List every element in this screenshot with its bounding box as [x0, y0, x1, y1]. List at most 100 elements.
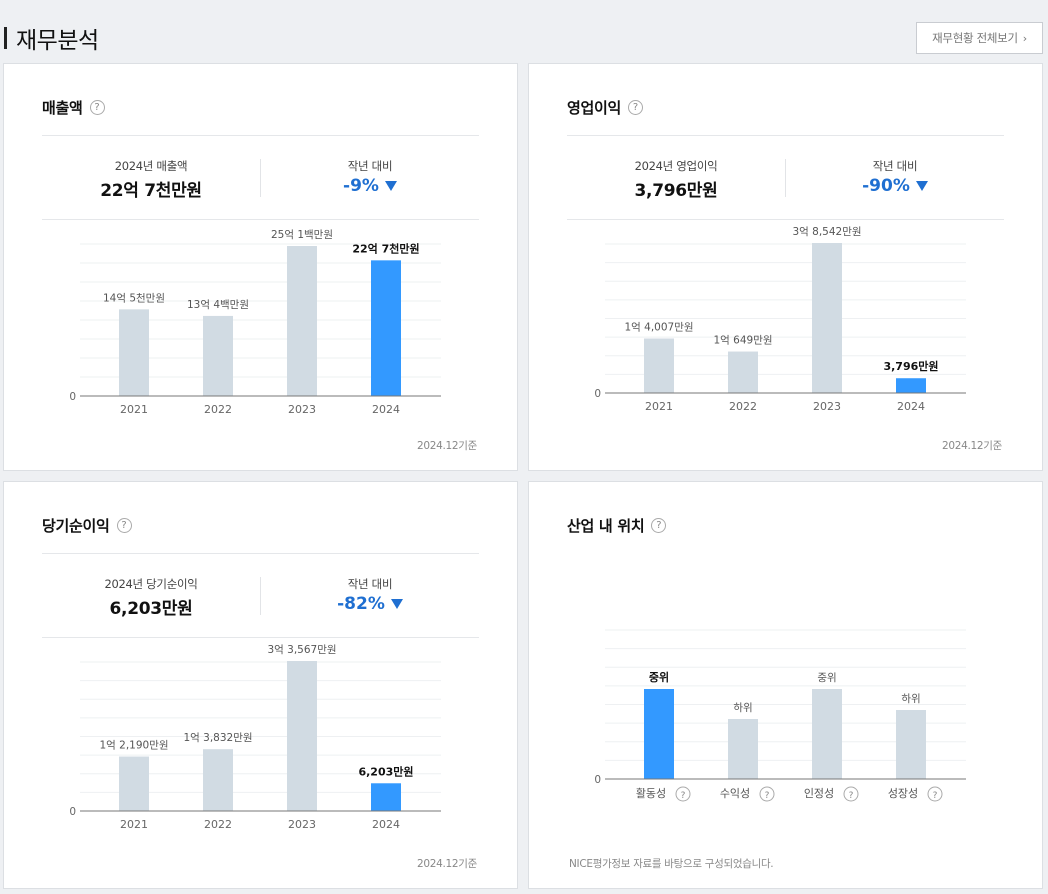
data-label: 하위 [733, 701, 752, 714]
bar-2022[interactable] [203, 315, 233, 396]
category-label-성장성: 성장성? [888, 786, 943, 802]
help-icon[interactable]: ? [628, 100, 644, 115]
basis-date: 2024.12기준 [941, 440, 1002, 452]
y-axis-zero-label: 0 [594, 388, 601, 400]
operating-profit-bar-chart: 1억 4,007만원 2021 1억 649만원 2022 3억 8,542만원 2023… [594, 226, 966, 413]
net-income-summary: 2024년 당기순이익 6,203만원 작년 대비 -82% [42, 574, 479, 619]
help-icon[interactable] [675, 786, 691, 802]
category-label: 2024 [372, 818, 400, 831]
bar-인정성[interactable] [812, 689, 842, 779]
bar-2021[interactable] [644, 338, 674, 393]
down-triangle-icon [915, 181, 928, 191]
revenue-card-title: 매출액 ? [42, 97, 105, 118]
current-year-value: 22억 7천만원 [100, 181, 202, 201]
bar-2024[interactable] [371, 783, 401, 811]
data-label: 하위 [901, 692, 920, 705]
data-label: 3,796만원 [883, 359, 938, 373]
category-label: 2021 [120, 403, 148, 416]
chevron-right-icon: › [1022, 31, 1027, 45]
data-label: 중위 [817, 671, 836, 684]
current-year-value: 6,203만원 [109, 599, 193, 619]
operating-profit-card-title: 영업이익 ? [567, 97, 644, 118]
industry-position-card-title: 산업 내 위치 ? [567, 515, 667, 536]
revenue-card: 매출액 ? 2024년 매출액 22억 7천만원 작년 대비 -9% 14억 5… [3, 63, 518, 471]
bar-2021[interactable] [119, 756, 149, 811]
help-icon[interactable]: ? [116, 518, 132, 533]
yoy-change: -90% [862, 176, 928, 196]
data-label: 13억 4백만원 [187, 299, 249, 311]
view-all-financials-button[interactable]: 재무현황 전체보기 › [916, 22, 1043, 54]
category-label: 수익성 [720, 787, 750, 800]
bar-2024[interactable] [371, 260, 401, 396]
page-title: 재무분석 [4, 24, 99, 54]
bar-2022[interactable] [728, 351, 758, 393]
view-all-label: 재무현황 전체보기 [932, 31, 1018, 45]
category-label-수익성: 수익성? [720, 786, 775, 802]
current-year-label: 2024년 영업이익 [634, 159, 718, 173]
yoy-change: -82% [337, 594, 403, 614]
data-label: 14억 5천만원 [103, 292, 165, 304]
current-year-value: 3,796만원 [634, 181, 718, 201]
summary-divider [260, 577, 261, 615]
bar-성장성[interactable] [896, 710, 926, 779]
divider [42, 135, 479, 136]
category-label: 2022 [729, 400, 757, 413]
operating-profit-title-text: 영업이익 [567, 99, 622, 117]
bar-2024[interactable] [896, 378, 926, 393]
page-title-text: 재무분석 [16, 28, 99, 54]
summary-divider [260, 159, 261, 197]
data-label: 3억 8,542만원 [792, 226, 861, 238]
help-icon-glyph: ? [765, 791, 770, 801]
title-accent-bar [4, 27, 7, 49]
bar-2023[interactable] [287, 661, 317, 811]
yoy-change-value: -90% [862, 176, 910, 196]
yoy-change: -9% [343, 176, 397, 196]
data-label: 중위 [649, 671, 669, 684]
net-income-bar-chart: 1억 2,190만원 2021 1억 3,832만원 2022 3억 3,567만원 20… [69, 644, 441, 831]
bar-활동성[interactable] [644, 689, 674, 779]
divider [567, 219, 1004, 220]
bar-2023[interactable] [812, 243, 842, 393]
net-income-title-text: 당기순이익 [42, 517, 110, 535]
help-icon-glyph: ? [681, 791, 686, 801]
category-label: 2021 [120, 818, 148, 831]
help-icon[interactable] [759, 786, 775, 802]
basis-date: 2024.12기준 [416, 858, 477, 870]
y-axis-zero-label: 0 [594, 774, 601, 786]
category-label: 2024 [372, 403, 400, 416]
divider [567, 135, 1004, 136]
revenue-bar-chart: 14억 5천만원 2021 13억 4백만원 2022 25억 1백만원 2023 22억 … [69, 229, 441, 416]
source-note: NICE평가정보 자료를 바탕으로 구성되었습니다. [569, 858, 774, 870]
category-label-활동성: 활동성? [636, 786, 691, 802]
down-triangle-icon [390, 599, 403, 609]
current-year-label: 2024년 매출액 [114, 159, 188, 173]
divider [42, 553, 479, 554]
data-label: 6,203만원 [358, 764, 413, 778]
category-label: 2023 [288, 403, 316, 416]
help-icon[interactable] [927, 786, 943, 802]
industry-position-title-text: 산업 내 위치 [567, 517, 645, 535]
category-label: 인정성 [804, 787, 834, 800]
category-label: 2023 [813, 400, 841, 413]
yoy-change-value: -82% [337, 594, 385, 614]
data-label: 1억 2,190만원 [99, 740, 168, 752]
help-icon-glyph: ? [849, 791, 854, 801]
revenue-title-text: 매출액 [42, 99, 83, 117]
help-icon[interactable]: ? [89, 100, 105, 115]
operating-profit-card: 영업이익 ? 2024년 영업이익 3,796만원 작년 대비 -90% 1억 … [528, 63, 1043, 471]
summary-divider [785, 159, 786, 197]
bar-2021[interactable] [119, 309, 149, 396]
category-label: 2023 [288, 818, 316, 831]
revenue-summary: 2024년 매출액 22억 7천만원 작년 대비 -9% [42, 156, 479, 201]
help-icon[interactable] [843, 786, 859, 802]
bar-수익성[interactable] [728, 719, 758, 779]
category-label: 2021 [645, 400, 673, 413]
bar-2023[interactable] [287, 246, 317, 396]
data-label: 1억 649만원 [713, 335, 772, 347]
basis-date: 2024.12기준 [416, 440, 477, 452]
category-label-인정성: 인정성? [804, 786, 859, 802]
bar-2022[interactable] [203, 749, 233, 811]
help-icon[interactable]: ? [651, 518, 667, 533]
